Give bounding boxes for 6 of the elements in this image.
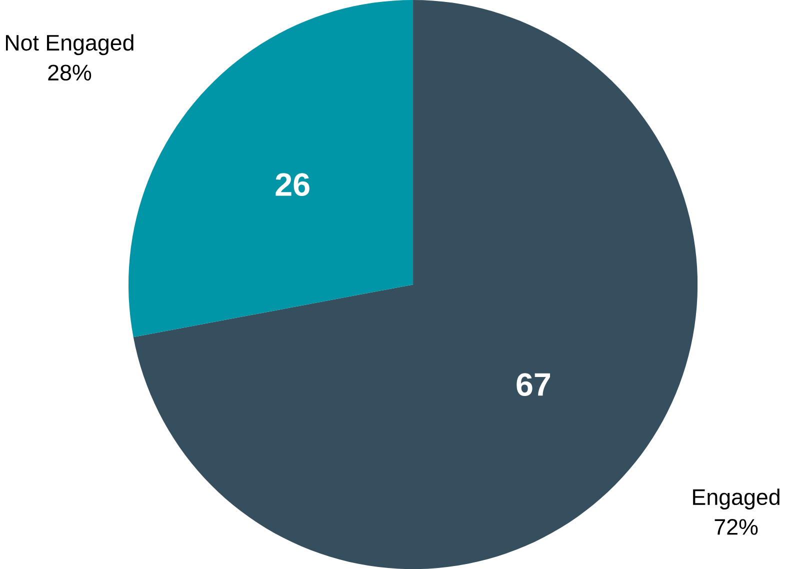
slice-label: Engaged [693, 488, 780, 510]
slice-label: Not Engaged [6, 34, 134, 56]
text: 28% [48, 64, 92, 81]
data-label: 26 [276, 173, 310, 196]
data-label: 67 [516, 373, 550, 396]
text: 72% [714, 519, 758, 535]
